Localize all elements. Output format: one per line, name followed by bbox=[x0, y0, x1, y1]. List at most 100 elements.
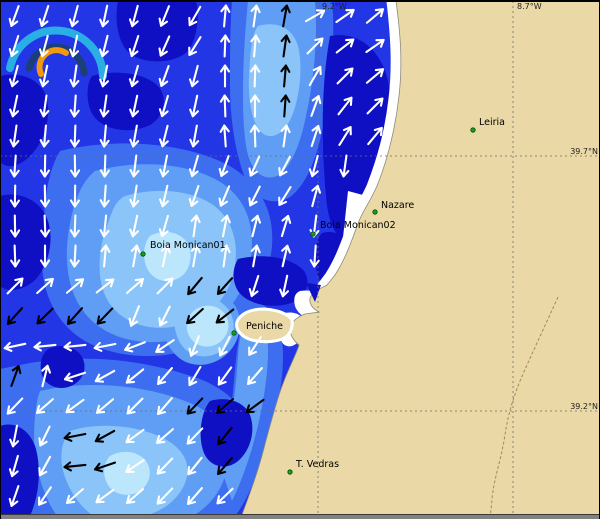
direction-arrow bbox=[9, 94, 20, 118]
direction-arrow bbox=[69, 214, 80, 238]
direction-arrow bbox=[248, 185, 261, 207]
direction-arrow bbox=[40, 214, 51, 238]
land-mass bbox=[239, 1, 600, 519]
direction-arrow bbox=[310, 124, 322, 148]
direction-arrow bbox=[308, 154, 319, 178]
direction-arrow bbox=[217, 457, 233, 475]
direction-arrow bbox=[126, 278, 144, 294]
direction-arrow bbox=[69, 64, 80, 88]
direction-arrow bbox=[247, 367, 263, 385]
direction-arrow bbox=[63, 341, 87, 352]
direction-arrow bbox=[8, 454, 19, 478]
town-marker[interactable] bbox=[470, 127, 476, 133]
direction-arrow bbox=[94, 461, 116, 473]
direction-arrow bbox=[39, 64, 50, 88]
direction-arrow bbox=[3, 341, 27, 352]
buoy-marker[interactable] bbox=[310, 231, 316, 237]
direction-arrow bbox=[304, 9, 326, 23]
peniche-peninsula bbox=[235, 307, 294, 344]
direction-arrow bbox=[251, 214, 262, 238]
town-marker[interactable] bbox=[287, 469, 293, 475]
direction-arrow bbox=[335, 8, 355, 24]
contour-navy-2 bbox=[87, 72, 164, 131]
direction-arrow bbox=[279, 274, 290, 298]
direction-arrow bbox=[93, 341, 117, 352]
direction-arrow bbox=[219, 124, 230, 148]
vector-arrows-layer bbox=[3, 4, 385, 507]
direction-arrow bbox=[156, 277, 174, 295]
direction-arrow bbox=[280, 64, 291, 88]
direction-arrow bbox=[280, 214, 292, 238]
direction-arrow bbox=[188, 5, 202, 27]
direction-arrow bbox=[365, 8, 385, 24]
direction-arrow bbox=[157, 367, 173, 385]
direction-arrow bbox=[39, 94, 50, 118]
direction-arrow bbox=[126, 397, 144, 415]
direction-arrow bbox=[95, 488, 115, 504]
direction-arrow bbox=[248, 274, 260, 298]
direction-arrow bbox=[95, 398, 115, 414]
town-marker[interactable] bbox=[372, 209, 378, 215]
contour-navy-7 bbox=[0, 424, 39, 519]
direction-arrow bbox=[38, 4, 50, 28]
direction-arrow bbox=[130, 244, 141, 268]
direction-arrow bbox=[66, 488, 84, 504]
direction-arrow bbox=[124, 341, 146, 353]
direction-arrow bbox=[158, 35, 171, 57]
direction-arrow bbox=[129, 154, 140, 178]
town-marker[interactable] bbox=[231, 330, 237, 336]
direction-arrow bbox=[219, 94, 230, 118]
river-line bbox=[489, 296, 559, 519]
direction-arrow bbox=[69, 94, 80, 118]
direction-arrow bbox=[128, 34, 140, 58]
direction-arrow bbox=[39, 154, 50, 178]
direction-arrow bbox=[217, 426, 233, 446]
direction-arrow bbox=[9, 184, 20, 208]
direction-arrow bbox=[158, 124, 169, 148]
ocean-contour-layer bbox=[0, 1, 392, 519]
direction-arrow bbox=[155, 339, 175, 353]
direction-arrow bbox=[63, 461, 87, 472]
direction-arrow bbox=[335, 38, 355, 54]
direction-arrow bbox=[69, 124, 80, 148]
direction-arrow bbox=[9, 154, 20, 178]
direction-arrow bbox=[248, 336, 262, 356]
direction-arrow bbox=[189, 124, 200, 148]
direction-arrow bbox=[129, 124, 140, 148]
buoy-marker-group: Boia Monican02 bbox=[310, 220, 396, 237]
direction-arrow bbox=[159, 154, 170, 178]
direction-arrow bbox=[65, 278, 85, 294]
buoy-marker[interactable] bbox=[140, 251, 146, 257]
direction-arrow bbox=[99, 154, 110, 178]
contour-top-inner bbox=[248, 24, 301, 137]
direction-arrow bbox=[68, 4, 79, 28]
direction-arrow bbox=[309, 244, 320, 268]
direction-arrow bbox=[129, 214, 140, 238]
direction-arrow bbox=[160, 244, 171, 268]
direction-arrow bbox=[338, 126, 352, 146]
town-marker-group: T. Vedras bbox=[287, 459, 339, 475]
direction-arrow bbox=[100, 244, 111, 268]
direction-arrow bbox=[36, 307, 54, 325]
direction-arrow bbox=[10, 244, 21, 268]
direction-arrow bbox=[99, 184, 110, 208]
direction-arrow bbox=[367, 126, 383, 146]
direction-arrow bbox=[6, 397, 24, 415]
direction-arrow bbox=[220, 214, 231, 238]
contour-left-pale bbox=[144, 231, 191, 282]
direction-arrow bbox=[186, 397, 204, 415]
direction-arrow bbox=[40, 184, 51, 208]
contour-navy-3 bbox=[116, 1, 198, 62]
direction-arrow bbox=[188, 154, 199, 178]
direction-arrow bbox=[216, 398, 234, 414]
direction-arrow bbox=[95, 278, 115, 294]
direction-arrow bbox=[218, 155, 230, 177]
direction-arrow bbox=[69, 184, 80, 208]
parallel-label: 39.2°N bbox=[570, 402, 598, 411]
obidos-lagoon bbox=[306, 283, 321, 302]
direction-arrow bbox=[186, 307, 204, 325]
direction-arrow bbox=[38, 425, 51, 447]
direction-arrow bbox=[311, 184, 322, 208]
